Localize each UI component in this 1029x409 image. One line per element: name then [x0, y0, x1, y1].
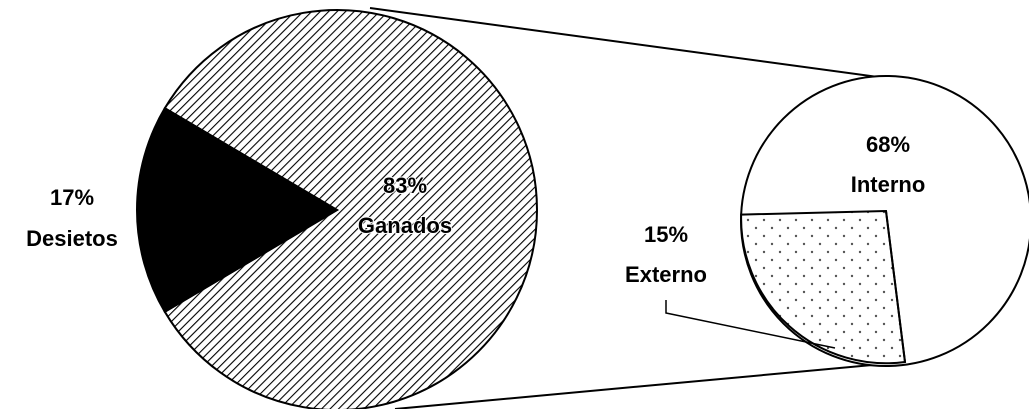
secondary-pie-divider — [885, 210, 906, 363]
label-percent-ganados: 83% — [383, 173, 427, 198]
label-percent-interno: 68% — [866, 132, 910, 157]
connector-line-top — [369, 7, 894, 80]
label-percent-externo: 15% — [644, 222, 688, 247]
label-percent-desietos: 17% — [50, 185, 94, 210]
label-name-desietos: Desietos — [26, 226, 118, 251]
label-name-externo: Externo — [625, 262, 707, 287]
secondary-pie-slice-externo — [740, 209, 907, 365]
connector-line-bottom — [394, 361, 906, 409]
pie-slice-desietos — [136, 106, 339, 314]
pie-slice-ganados — [163, 9, 538, 409]
externo-leader-line — [665, 300, 836, 349]
label-name-ganados: Ganados — [358, 213, 452, 238]
label-name-interno: Interno — [851, 172, 926, 197]
